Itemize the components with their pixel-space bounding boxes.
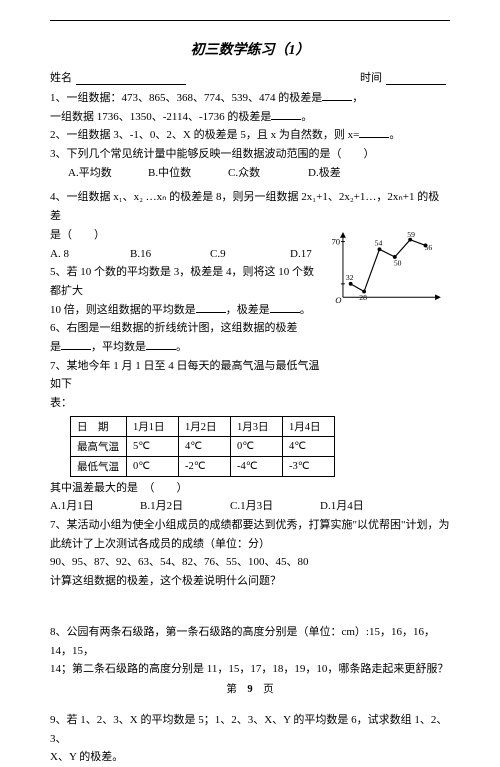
table-row: 最高气温5℃4℃0℃4℃ bbox=[71, 436, 335, 456]
line-chart: 70 32 28 54 50 59 56 O bbox=[330, 232, 450, 307]
q4-opt-b: B.16 bbox=[130, 245, 210, 264]
svg-text:56: 56 bbox=[425, 243, 433, 252]
q2-line: 2、一组数据 3、-1、0、2、X 的极差是 5，且 x 为自然数，则 x=。 bbox=[50, 126, 450, 145]
q9-line1: 9、若 1、2、3、X 的平均数是 5；1、2、3、X、Y 的平均数是 6，试求… bbox=[50, 711, 450, 748]
q5-line1: 5、若 10 个数的平均数是 3，极差是 4，则将这 10 个数都扩大 bbox=[50, 263, 320, 300]
q8-line2: 14；第二条石级路的高度分别是 11，15，17，18，19，10，哪条路走起来… bbox=[50, 660, 450, 679]
q7-line2: 表： bbox=[50, 394, 450, 413]
q7-line1: 7、某地今年 1 月 1 日至 4 日每天的最高气温与最低气温如下 bbox=[50, 357, 320, 394]
name-time-row: 姓名 时间 bbox=[50, 69, 450, 85]
time-label: 时间 bbox=[360, 69, 382, 85]
q4-line1: 4、一组数据 x₁、x₂ …xₙ 的极差是 8，则另一组数据 2x₁+1、2x₂… bbox=[50, 188, 450, 225]
q1-line2: 一组数据 1736、1350、-2114、-1736 的极差是。 bbox=[50, 108, 450, 127]
q1-line1: 1、一组数据：473、865、368、774、539、474 的极差是， bbox=[50, 89, 450, 108]
q4-opt-a: A. 8 bbox=[50, 245, 130, 264]
name-blank bbox=[76, 69, 186, 85]
q7c-line: 其中温差最大的是 （ ） bbox=[50, 479, 450, 498]
svg-text:32: 32 bbox=[346, 273, 354, 282]
q7d-line4: 计算这组数据的极差，这个极差说明什么问题？ bbox=[50, 572, 450, 591]
q3-opt-c: C.众数 bbox=[228, 164, 308, 183]
q7-opt-a: A.1月1日 bbox=[50, 497, 140, 516]
q7-opt-c: C.1月3日 bbox=[230, 497, 320, 516]
table-row: 日 期1月1日1月2日1月3日1月4日 bbox=[71, 416, 335, 436]
q7d-line1: 7、某活动小组为使全小组成员的成绩都要达到优秀，打算实施"以优帮困"计划，为 bbox=[50, 516, 450, 535]
chart-ytick-70: 70 bbox=[331, 236, 340, 246]
q3-opt-a: A.平均数 bbox=[68, 164, 148, 183]
q7d-line2: 此统计了上次测试各成员的成绩（单位：分） bbox=[50, 535, 450, 554]
time-blank bbox=[386, 69, 446, 85]
q7-opt-d: D.1月4日 bbox=[320, 497, 410, 516]
q3-opt-b: B.中位数 bbox=[148, 164, 228, 183]
q7-opt-b: B.1月2日 bbox=[140, 497, 230, 516]
q7-options: A.1月1日 B.1月2日 C.1月3日 D.1月4日 bbox=[50, 497, 450, 516]
page-footer: 第 9 页 bbox=[0, 681, 500, 696]
q9-line2: X、Y 的极差。 bbox=[50, 748, 450, 767]
q4-opt-c: C.9 bbox=[210, 245, 290, 264]
chart-origin: O bbox=[335, 295, 342, 304]
svg-text:54: 54 bbox=[375, 238, 383, 247]
svg-text:28: 28 bbox=[359, 293, 367, 302]
q7d-line3: 90、95、87、92、63、54、82、76、55、100、45、80 bbox=[50, 553, 450, 572]
table-row: 最低气温0℃-2℃-4℃-3℃ bbox=[71, 456, 335, 476]
q8-line1: 8、公园有两条石级路，第一条石级路的高度分别是（单位：cm）:15，16，16，… bbox=[50, 623, 450, 660]
temperature-table: 日 期1月1日1月2日1月3日1月4日 最高气温5℃4℃0℃4℃ 最低气温0℃-… bbox=[70, 416, 335, 477]
page-title: 初三数学练习（1） bbox=[50, 39, 450, 59]
q6-line1: 6、右图是一组数据的折线统计图，这组数据的极差 bbox=[50, 319, 320, 338]
q3-line: 3、下列几个常见统计量中能够反映一组数据波动范围的是（ ） bbox=[50, 145, 450, 164]
svg-text:50: 50 bbox=[394, 259, 402, 268]
q3-opt-d: D.极差 bbox=[308, 164, 388, 183]
name-label: 姓名 bbox=[50, 69, 72, 85]
svg-text:59: 59 bbox=[407, 232, 415, 239]
q6-line2: 是，平均数是。 bbox=[50, 338, 450, 357]
q3-options: A.平均数 B.中位数 C.众数 D.极差 bbox=[50, 164, 450, 183]
